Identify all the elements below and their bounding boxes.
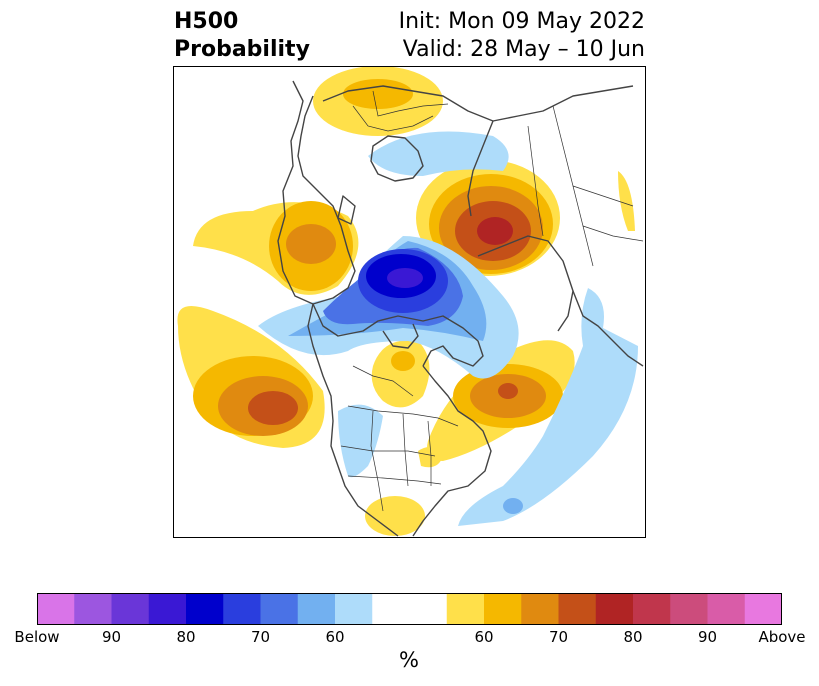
- colorbar-unit: %: [399, 648, 419, 672]
- colorbar-cell: [521, 593, 559, 625]
- below-anomaly-scandinavia: [368, 131, 509, 176]
- above-anomaly-pacific: [177, 306, 325, 448]
- colorbar: [37, 593, 782, 625]
- colorbar-cell: [111, 593, 150, 625]
- above-anomaly-greenland: [193, 201, 359, 295]
- above-anomaly-canada: [365, 171, 635, 536]
- valid-period: Valid: 28 May – 10 Jun: [402, 37, 645, 62]
- colorbar-cell: [260, 593, 299, 625]
- colorbar-cell: [372, 593, 410, 625]
- colorbar-cell: [595, 593, 634, 625]
- colorbar-cell: [186, 593, 224, 625]
- above-anomaly-atlantic: [427, 340, 575, 461]
- title-variable: H500: [174, 9, 239, 34]
- colorbar-tick-label: 80: [623, 628, 643, 646]
- above-anomaly-europe: [313, 66, 443, 136]
- colorbar-cell: [707, 593, 746, 625]
- colorbar-tick-label: 60: [325, 628, 345, 646]
- map-subtitle: Init: Mon 09 May 2022 Valid: 28 May – 10…: [340, 8, 645, 64]
- map-frame: [173, 66, 646, 538]
- colorbar-cell: [148, 593, 187, 625]
- colorbar-cell: [670, 593, 708, 625]
- colorbar-cells: [37, 593, 782, 625]
- colorbar-cell: [484, 593, 522, 625]
- colorbar-tick-label: 70: [250, 628, 271, 646]
- colorbar-cell: [297, 593, 336, 625]
- colorbar-cell: [37, 593, 75, 625]
- colorbar-cell: [335, 593, 373, 625]
- below-anomaly-north-america: [338, 404, 383, 478]
- colorbar-cell: [558, 593, 597, 625]
- contour-layer: [177, 66, 644, 537]
- colorbar-tick-label: 90: [101, 628, 122, 646]
- init-time: Init: Mon 09 May 2022: [398, 9, 645, 34]
- colorbar-tick-label: Below: [14, 628, 60, 646]
- colorbar-frame: [37, 593, 782, 625]
- colorbar-tick-label: 80: [176, 628, 196, 646]
- above-anomaly-eurasia: [416, 160, 560, 276]
- map-title: H500 Probability: [174, 8, 310, 64]
- below-anomaly-arctic: [258, 236, 519, 379]
- colorbar-cell: [633, 593, 671, 625]
- colorbar-tick-label: 60: [474, 628, 494, 646]
- colorbar-tick-label: 90: [697, 628, 718, 646]
- below-anomaly-pacific: [458, 288, 638, 526]
- probability-map: [173, 66, 646, 538]
- colorbar-cell: [744, 593, 782, 625]
- colorbar-cell: [409, 593, 448, 625]
- title-type: Probability: [174, 37, 310, 62]
- colorbar-cell: [223, 593, 261, 625]
- coastlines: [277, 80, 644, 537]
- political-borders: [340, 90, 644, 512]
- colorbar-tick-label: 70: [548, 628, 569, 646]
- colorbar-cell: [446, 593, 485, 625]
- colorbar-tick-label: Above: [758, 628, 806, 646]
- colorbar-cell: [74, 593, 112, 625]
